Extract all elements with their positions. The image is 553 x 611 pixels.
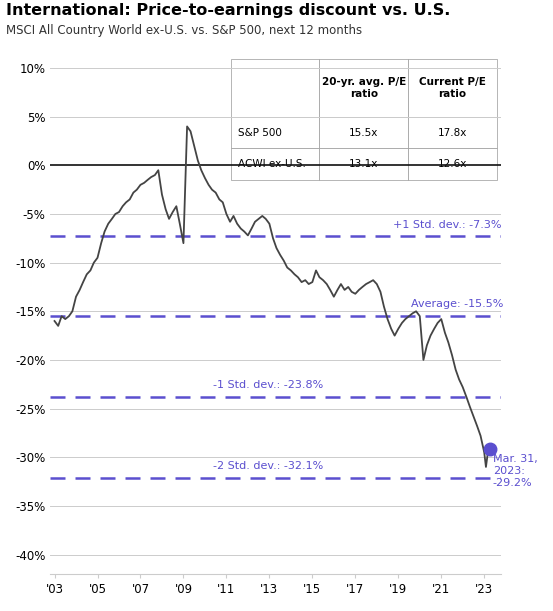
Text: -2 Std. dev.: -32.1%: -2 Std. dev.: -32.1%	[213, 461, 323, 471]
Text: Mar. 31,
2023:
-29.2%: Mar. 31, 2023: -29.2%	[493, 455, 538, 488]
Text: MSCI All Country World ex-U.S. vs. S&P 500, next 12 months: MSCI All Country World ex-U.S. vs. S&P 5…	[6, 24, 362, 37]
Text: -1 Std. dev.: -23.8%: -1 Std. dev.: -23.8%	[213, 380, 323, 390]
Text: +1 Std. dev.: -7.3%: +1 Std. dev.: -7.3%	[393, 219, 502, 230]
Text: International: Price-to-earnings discount vs. U.S.: International: Price-to-earnings discoun…	[6, 3, 450, 18]
Text: Average: -15.5%: Average: -15.5%	[411, 299, 504, 309]
